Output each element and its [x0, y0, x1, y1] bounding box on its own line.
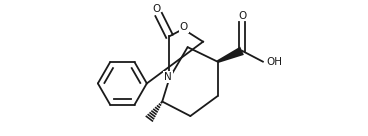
- Text: OH: OH: [266, 57, 282, 67]
- Text: O: O: [180, 22, 188, 32]
- Text: O: O: [153, 4, 161, 14]
- Text: O: O: [239, 11, 247, 21]
- Polygon shape: [217, 47, 244, 63]
- Text: N: N: [164, 72, 172, 82]
